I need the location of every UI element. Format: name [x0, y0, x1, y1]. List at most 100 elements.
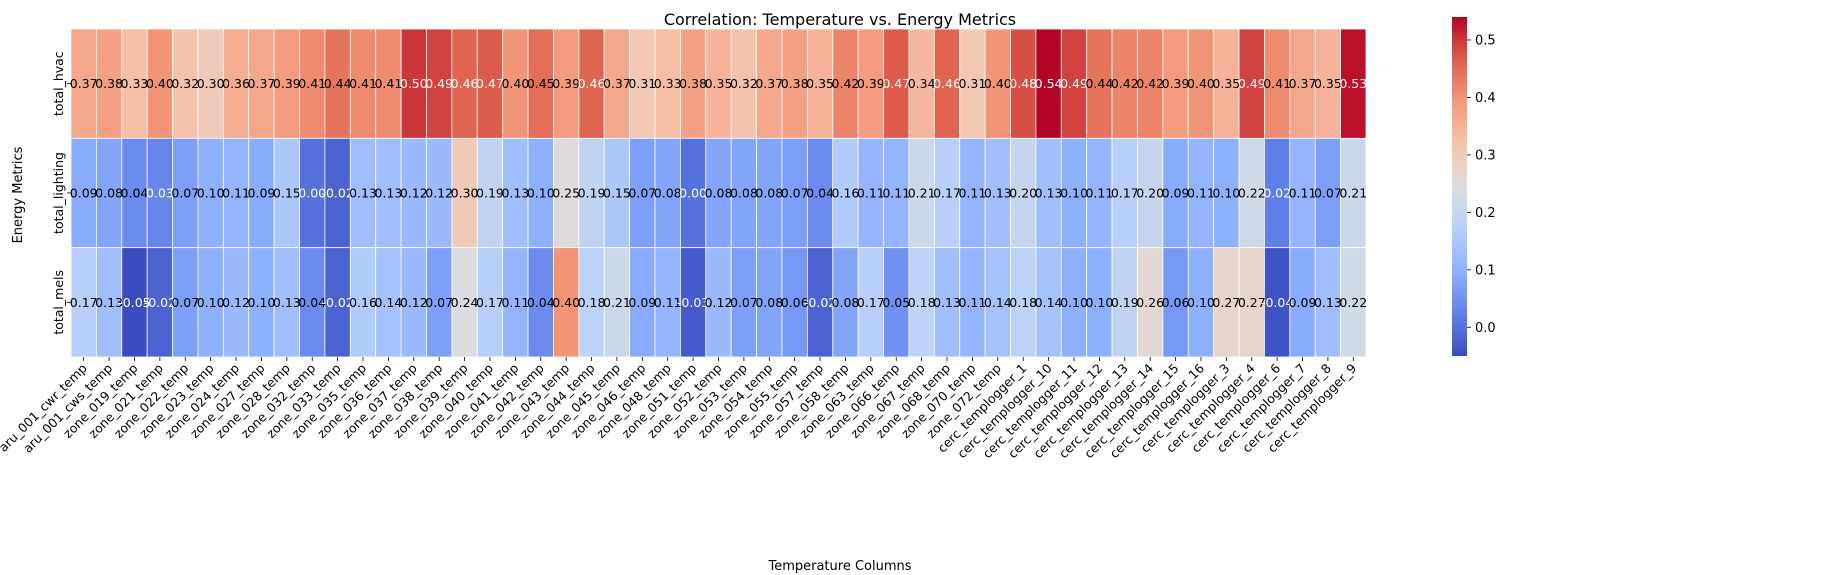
heatmap-cell	[248, 28, 275, 139]
cell-value-label: 0.22	[1339, 295, 1367, 310]
heatmap-cell	[781, 28, 808, 139]
heatmap-cell	[197, 28, 224, 139]
cell-value-label: 0.19	[476, 186, 504, 201]
colorbar-tick-label: 0.1	[1475, 263, 1496, 278]
heatmap-cell	[984, 247, 1011, 358]
cell-value-label: 0.35	[806, 76, 834, 91]
heatmap-cell	[1137, 28, 1164, 139]
cell-value-label: 0.19	[1111, 295, 1139, 310]
heatmap-cell	[1314, 247, 1342, 358]
cell-value-label: 0.10	[197, 186, 225, 201]
cell-value-label: 0.40	[1187, 76, 1215, 91]
y-axis-ticks: total_hvac total_lighting total_mels	[51, 51, 71, 335]
cell-value-label: 0.42	[832, 76, 860, 91]
heatmap-cell	[502, 247, 529, 358]
heatmap-cell	[1238, 28, 1265, 139]
heatmap-cell	[1340, 28, 1367, 139]
heatmap-cell	[984, 137, 1011, 249]
heatmap-cell	[730, 137, 757, 249]
cell-value-label: 0.26	[1136, 295, 1164, 310]
cell-value-label: 0.04	[806, 186, 834, 201]
cell-value-label: 0.42	[1111, 76, 1139, 91]
colorbar-tick-label: 0.5	[1475, 33, 1496, 48]
heatmap-cell	[883, 137, 910, 249]
heatmap-cell	[1289, 247, 1316, 358]
cell-value-label: 0.09	[1289, 295, 1317, 310]
cell-value-label: 0.10	[1085, 295, 1113, 310]
cell-value-label: 0.50	[400, 76, 428, 91]
y-tick-label: total_lighting	[51, 152, 66, 234]
cell-value-label: 0.11	[1085, 186, 1113, 201]
cell-value-label: 0.13	[984, 186, 1012, 201]
heatmap-cell	[1010, 137, 1037, 249]
cell-value-label: 0.08	[705, 186, 733, 201]
cell-value-label: 0.00	[298, 186, 326, 201]
heatmap-cell	[121, 137, 148, 249]
heatmap-cell	[248, 247, 275, 358]
heatmap-cell	[730, 28, 757, 139]
cell-value-label: 0.07	[171, 186, 199, 201]
heatmap-cell	[70, 247, 97, 358]
cell-value-label: 0.38	[679, 76, 707, 91]
cell-value-label: 0.09	[1162, 186, 1190, 201]
cell-value-label: 0.11	[958, 295, 986, 310]
heatmap-cell	[603, 28, 631, 139]
cell-value-label: 0.12	[222, 295, 250, 310]
heatmap-cell	[1187, 137, 1215, 249]
cell-value-label: 0.12	[400, 186, 428, 201]
cell-value-label: 0.35	[705, 76, 733, 91]
cell-value-label: 0.10	[248, 295, 276, 310]
cell-value-label: 0.31	[958, 76, 986, 91]
cell-value-label: 0.37	[603, 76, 631, 91]
cell-value-label: 0.13	[95, 295, 123, 310]
cell-value-label: 0.16	[349, 295, 377, 310]
heatmap-cell	[426, 137, 453, 249]
cell-value-label: 0.13	[933, 295, 961, 310]
cell-value-label: 0.41	[1263, 76, 1291, 91]
cell-value-label: -0.03	[677, 295, 709, 310]
heatmap-cell	[172, 137, 199, 249]
heatmap-cell	[375, 137, 402, 249]
heatmap-cell	[1238, 247, 1265, 358]
cell-value-label: -0.04	[1261, 295, 1293, 310]
cell-value-label: 0.17	[1111, 186, 1139, 201]
heatmap-cell	[1289, 137, 1316, 249]
heatmap-cell	[603, 247, 631, 358]
cell-value-label: 0.12	[705, 295, 733, 310]
cell-value-label: 0.49	[1238, 76, 1266, 91]
cell-value-label: 0.17	[476, 295, 504, 310]
cell-value-label: 0.27	[1238, 295, 1266, 310]
heatmap-cell	[680, 28, 707, 139]
heatmap-cell	[578, 28, 605, 139]
cell-value-label: 0.38	[95, 76, 123, 91]
heatmap-cell	[756, 137, 783, 249]
cell-value-label: 0.06	[781, 295, 809, 310]
cell-value-label: 0.13	[1314, 295, 1342, 310]
heatmap-cell	[375, 247, 402, 358]
cell-value-label: 0.54	[1035, 76, 1063, 91]
heatmap-cell	[400, 28, 427, 139]
heatmap-cell	[451, 247, 478, 358]
cell-value-label: 0.09	[628, 295, 656, 310]
heatmap-cell	[1213, 137, 1240, 249]
heatmap-cell	[299, 137, 326, 249]
cell-value-label: 0.37	[248, 76, 276, 91]
heatmap-cell	[1060, 247, 1088, 358]
cell-value-label: 0.11	[958, 186, 986, 201]
cell-value-label: -0.05	[118, 295, 150, 310]
cell-value-label: 0.40	[552, 295, 580, 310]
cell-value-label: 0.13	[501, 186, 529, 201]
heatmap-cell	[553, 247, 580, 358]
colorbar-tick-label: 0.4	[1475, 91, 1496, 106]
cell-value-label: 0.40	[146, 76, 174, 91]
cell-value-label: 0.05	[882, 295, 910, 310]
cell-value-label: 0.11	[222, 186, 250, 201]
cell-value-label: 0.11	[1289, 186, 1317, 201]
cell-value-label: 0.15	[273, 186, 301, 201]
heatmap-cell	[705, 247, 732, 358]
heatmap-cell	[1162, 247, 1189, 358]
cell-value-label: 0.07	[171, 295, 199, 310]
cell-value-label: -0.02	[321, 186, 353, 201]
heatmap-cell	[502, 28, 529, 139]
cell-value-label: 0.40	[984, 76, 1012, 91]
